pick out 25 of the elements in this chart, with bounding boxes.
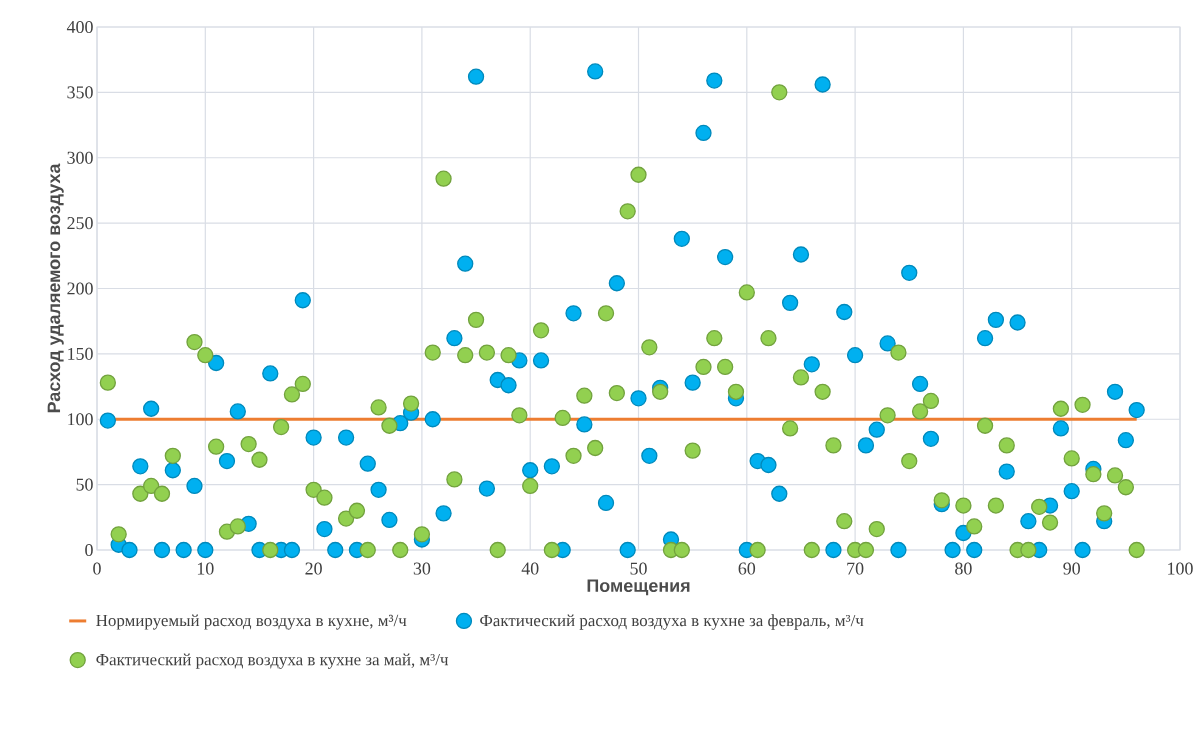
y-axis-title: Расход удаляемого воздуха — [47, 163, 64, 413]
legend-label: Фактический расход воздуха в кухне за май, м³/ч — [96, 653, 449, 669]
legend-label: Нормируемый расход воздуха в кухне, м³/ч — [96, 614, 407, 630]
x-tick-label: 80 — [955, 562, 972, 575]
x-tick-label: 40 — [521, 562, 539, 575]
y-tick-label: 0 — [85, 543, 93, 557]
y-tick-label: 200 — [67, 282, 93, 295]
y-tick-label: 250 — [67, 217, 93, 230]
x-tick-label: 100 — [1168, 562, 1193, 575]
x-tick-label: 60 — [738, 562, 756, 575]
x-tick-label: 90 — [1063, 562, 1080, 575]
x-axis-title: Помещения — [587, 579, 690, 596]
y-tick-label: 400 — [66, 20, 93, 34]
y-tick-label: 300 — [67, 151, 93, 164]
x-tick-label: 10 — [197, 562, 214, 575]
x-tick-label: 0 — [93, 562, 101, 575]
legend-label: Фактический расход воздуха в кухне за февраль, м³/ч — [480, 614, 864, 630]
x-tick-label: 50 — [630, 562, 647, 575]
y-tick-label: 100 — [68, 413, 93, 426]
y-tick-label: 150 — [68, 347, 93, 360]
x-tick-label: 30 — [413, 562, 431, 575]
x-tick-label: 70 — [847, 562, 864, 575]
y-tick-label: 350 — [67, 86, 93, 99]
x-tick-label: 20 — [305, 562, 322, 575]
y-tick-label: 50 — [76, 478, 93, 491]
